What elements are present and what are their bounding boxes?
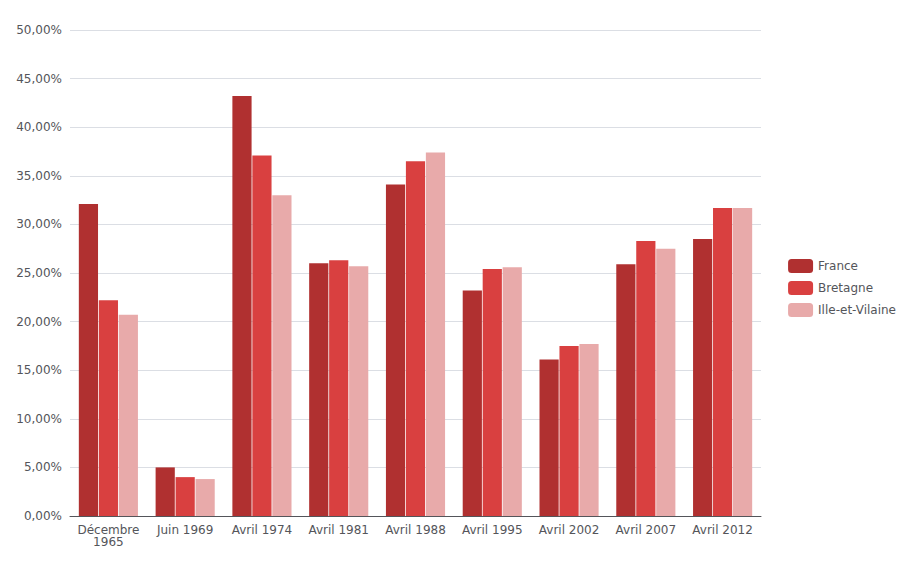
svg-text:10,00%: 10,00% (16, 412, 62, 426)
svg-text:Avril 2002: Avril 2002 (539, 523, 600, 537)
svg-text:Avril 2012: Avril 2012 (692, 523, 753, 537)
svg-text:Avril 2007: Avril 2007 (616, 523, 677, 537)
svg-text:Avril 1981: Avril 1981 (308, 523, 369, 537)
svg-text:20,00%: 20,00% (16, 315, 62, 329)
svg-text:Décembre: Décembre (77, 523, 140, 537)
svg-text:1965: 1965 (93, 535, 124, 549)
svg-text:50,00%: 50,00% (16, 23, 62, 37)
svg-text:5,00%: 5,00% (24, 460, 62, 474)
svg-text:45,00%: 45,00% (16, 72, 62, 86)
svg-text:0,00%: 0,00% (24, 509, 62, 523)
svg-text:Avril 1995: Avril 1995 (462, 523, 523, 537)
svg-text:Ille-et-Vilaine: Ille-et-Vilaine (818, 303, 896, 317)
svg-text:15,00%: 15,00% (16, 363, 62, 377)
svg-text:35,00%: 35,00% (16, 169, 62, 183)
svg-text:40,00%: 40,00% (16, 120, 62, 134)
svg-text:30,00%: 30,00% (16, 217, 62, 231)
svg-text:Bretagne: Bretagne (818, 281, 873, 295)
svg-text:Juin 1969: Juin 1969 (156, 523, 213, 537)
svg-text:Avril 1988: Avril 1988 (385, 523, 446, 537)
svg-text:25,00%: 25,00% (16, 266, 62, 280)
svg-text:France: France (818, 259, 858, 273)
svg-text:Avril 1974: Avril 1974 (232, 523, 293, 537)
